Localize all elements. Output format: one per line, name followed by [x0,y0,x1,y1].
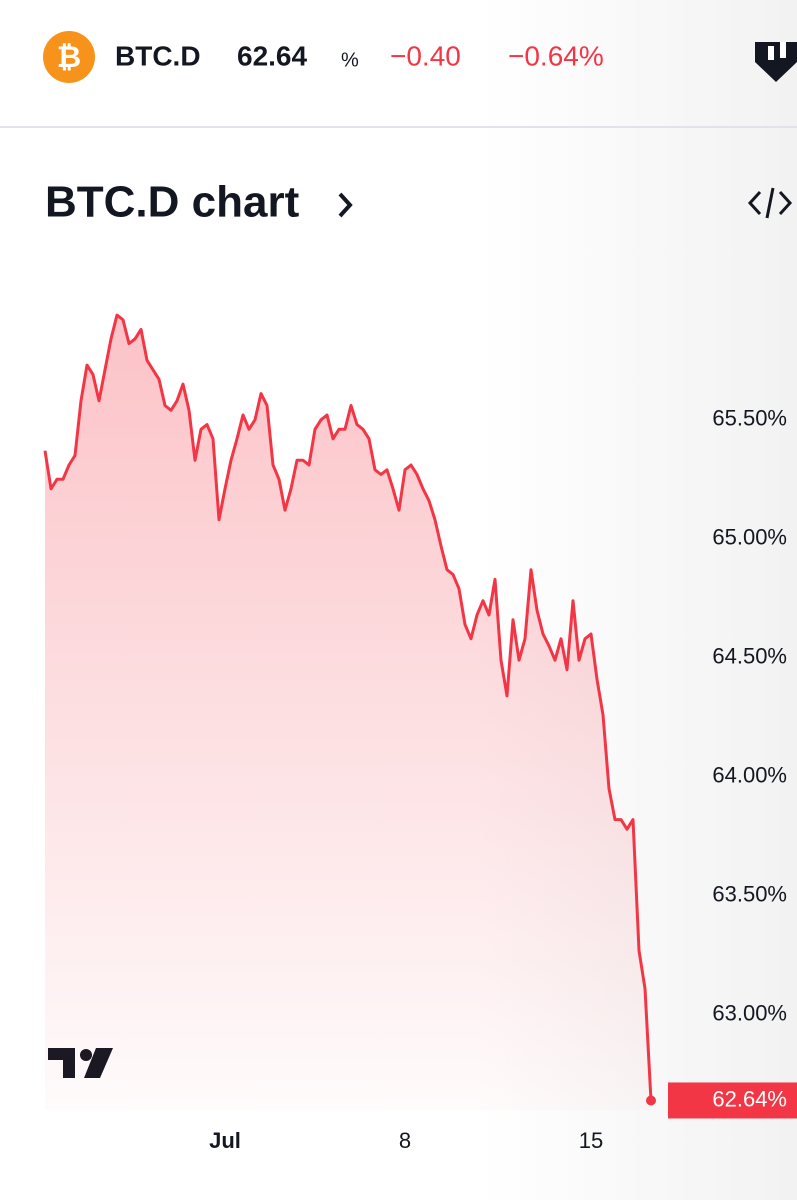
change: −0.40 [390,40,461,71]
embed-icon[interactable] [747,187,793,219]
change-percent: −0.64% [508,40,604,71]
current-label-bg [668,1082,797,1119]
price-unit: % [341,49,359,71]
chevron[interactable] [338,192,353,218]
plot: 63.00% 63.50% 64.00% 64.50% 65.00% 65.50% Jul 8… [43,313,797,1153]
tv-badge[interactable] [755,42,797,82]
y-tick-label: 64.00% [712,763,787,788]
last-point [646,1095,656,1106]
coin-symbol: ₿ [57,41,81,74]
ticker[interactable]: BTC.D [115,40,201,71]
y-tick-label: 65.00% [712,525,787,550]
x-tick-label: Jul [209,1128,241,1153]
x-tick-label: 8 [399,1128,411,1153]
y-tick-label: 65.50% [712,406,787,431]
current-label: 62.64% [712,1086,787,1111]
y-tick-label: 64.50% [712,644,787,669]
price-line [43,313,653,1101]
y-tick-label: 63.00% [712,1001,787,1026]
chart-title[interactable]: BTC.D chart [45,178,300,227]
x-tick-label: 15 [579,1128,603,1153]
area-fill [45,315,651,1111]
y-tick-label: 63.50% [712,882,787,907]
price: 62.64 [237,40,307,71]
coin-icon [43,31,95,83]
